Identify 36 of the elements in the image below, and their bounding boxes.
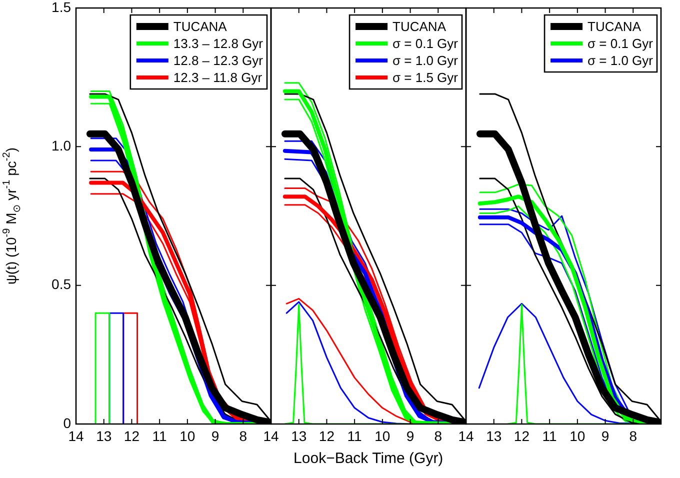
x-tick-label: 13 [291, 428, 307, 444]
x-tick-label: 9 [211, 428, 220, 444]
legend-label: 12.8 – 12.3 Gyr [173, 53, 264, 68]
x-tick-label: 11 [542, 428, 558, 444]
x-tick-label: 11 [347, 428, 362, 444]
x-tick-label: 10 [374, 428, 390, 444]
x-tick-label: 8 [629, 428, 638, 444]
legend-label: TUCANA [588, 19, 642, 34]
y-tick-label: 0.5 [52, 276, 72, 292]
x-tick-label: 8 [434, 428, 442, 444]
text: ψ(t) (10-9 M⊙ yr-1 pc-2) [1, 147, 24, 285]
x-tick-label: 10 [570, 428, 586, 444]
y-tick-label: 1.5 [52, 0, 72, 15]
x-tick-label: 12 [514, 428, 530, 444]
x-tick-label: 8 [239, 428, 248, 444]
x-tick-label: 13 [96, 428, 112, 444]
legend-label: σ = 1.0 Gyr [588, 53, 654, 68]
legend-label: σ = 0.1 Gyr [588, 36, 654, 52]
x-tick-label: 13 [486, 428, 502, 444]
legend-label: σ = 1.5 Gyr [392, 70, 459, 86]
x-axis-title: Look−Back Time (Gyr) [294, 450, 444, 468]
y-tick-label: 1.0 [52, 138, 72, 154]
x-tick-label: 11 [152, 428, 168, 444]
legend-label: 13.3 – 12.8 Gyr [173, 36, 264, 52]
x-tick-label: 9 [601, 428, 610, 444]
x-tick-label: 10 [180, 428, 196, 444]
x-tick-label: 12 [318, 428, 335, 444]
legend-label: σ = 0.1 Gyr [392, 36, 459, 52]
legend-label: TUCANA [173, 19, 228, 34]
x-tick-label: 9 [406, 428, 414, 444]
x-tick-label: 14 [263, 428, 279, 444]
legend-label: 12.3 – 11.8 Gyr [173, 70, 263, 86]
legend-label: TUCANA [392, 19, 446, 34]
x-tick-label: 12 [124, 428, 140, 444]
x-tick-label: 14 [458, 428, 474, 444]
legend-label: σ = 1.0 Gyr [392, 53, 459, 68]
